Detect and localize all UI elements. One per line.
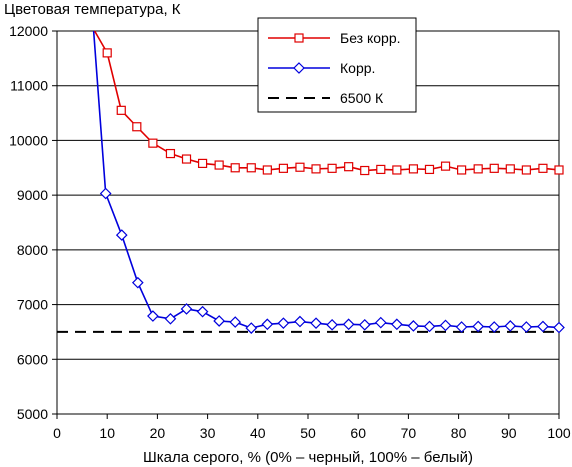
data-point xyxy=(147,310,159,322)
x-tick-label: 60 xyxy=(350,425,366,441)
data-point xyxy=(488,321,501,333)
data-point xyxy=(278,163,289,173)
data-point xyxy=(455,321,468,333)
x-tick-label: 20 xyxy=(150,425,166,441)
data-point xyxy=(554,165,564,175)
data-point xyxy=(374,316,387,329)
x-tick-label: 70 xyxy=(401,425,417,441)
data-point xyxy=(294,315,306,328)
series-0 xyxy=(93,30,564,176)
data-point xyxy=(132,122,142,132)
data-point xyxy=(165,148,176,159)
x-tick-label: 40 xyxy=(250,425,266,441)
data-point xyxy=(358,318,371,331)
x-tick-label: 10 xyxy=(99,425,115,441)
data-point xyxy=(180,303,193,315)
data-point xyxy=(537,320,549,333)
data-point xyxy=(423,320,436,333)
data-point xyxy=(489,163,499,173)
data-point xyxy=(310,317,322,330)
data-point xyxy=(327,163,337,173)
legend-label-0: Без корр. xyxy=(340,30,401,46)
legend-label-1: Корр. xyxy=(340,60,375,76)
y-tick-label: 9000 xyxy=(17,187,48,203)
series-1 xyxy=(92,30,565,334)
data-point xyxy=(262,165,272,175)
y-axis-ticks: 5000 6000 7000 8000 9000 10000 11000 12000 xyxy=(9,23,57,422)
legend: Без корр. Корр. 6500 К xyxy=(257,17,417,113)
data-point xyxy=(116,105,126,115)
x-axis-ticks: 0 10 20 30 40 50 60 70 80 90 100 xyxy=(53,414,571,441)
data-point xyxy=(102,48,112,58)
data-point xyxy=(408,164,419,174)
data-point xyxy=(457,165,467,175)
x-tick-label: 30 xyxy=(200,425,216,441)
legend-label-2: 6500 К xyxy=(340,90,384,106)
data-point xyxy=(440,161,451,171)
data-point xyxy=(131,276,144,289)
data-point xyxy=(538,163,548,173)
data-point xyxy=(196,305,209,318)
data-point xyxy=(213,315,225,327)
data-point xyxy=(553,321,565,334)
x-tick-label: 100 xyxy=(547,425,571,441)
x-axis-label: Шкала серого, % (0% – черный, 100% – бел… xyxy=(143,449,473,466)
data-point xyxy=(521,165,531,175)
data-point xyxy=(311,164,321,174)
y-tick-label: 6000 xyxy=(17,351,48,367)
legend-marker-1 xyxy=(293,62,305,74)
data-point xyxy=(391,318,403,331)
x-tick-label: 80 xyxy=(451,425,467,441)
data-point xyxy=(392,165,402,175)
data-point xyxy=(407,320,420,332)
y-tick-label: 5000 xyxy=(17,406,48,422)
data-point xyxy=(504,320,517,332)
data-point xyxy=(344,162,354,172)
data-point xyxy=(473,164,483,174)
x-tick-label: 90 xyxy=(501,425,517,441)
data-point xyxy=(424,164,435,175)
x-tick-label: 0 xyxy=(53,425,61,441)
data-point xyxy=(246,163,256,173)
data-point xyxy=(326,318,338,331)
data-point xyxy=(520,321,533,333)
y-tick-label: 12000 xyxy=(9,23,48,39)
data-point xyxy=(261,318,274,331)
data-point xyxy=(342,318,355,331)
data-point xyxy=(472,320,485,333)
y-tick-label: 11000 xyxy=(10,78,48,94)
data-point xyxy=(164,312,177,325)
y-tick-label: 10000 xyxy=(9,132,48,148)
data-point xyxy=(148,138,158,148)
x-tick-label: 50 xyxy=(300,425,316,441)
data-point xyxy=(214,160,224,170)
legend-marker-0 xyxy=(294,33,304,43)
data-point xyxy=(229,316,242,328)
data-point xyxy=(360,165,370,176)
data-point xyxy=(376,164,386,175)
y-tick-label: 8000 xyxy=(17,242,48,258)
data-point xyxy=(197,158,208,169)
data-point xyxy=(230,163,240,173)
data-point xyxy=(277,317,290,330)
data-point xyxy=(245,322,258,334)
y-axis-label: Цветовая температура, К xyxy=(4,1,181,18)
data-point xyxy=(439,319,452,332)
series-layer xyxy=(57,30,565,334)
data-point xyxy=(99,187,112,200)
data-point xyxy=(295,162,305,172)
legend-box xyxy=(257,17,417,113)
data-point xyxy=(115,229,128,241)
data-point xyxy=(181,154,192,164)
data-point xyxy=(505,164,515,174)
y-tick-label: 7000 xyxy=(17,297,48,313)
